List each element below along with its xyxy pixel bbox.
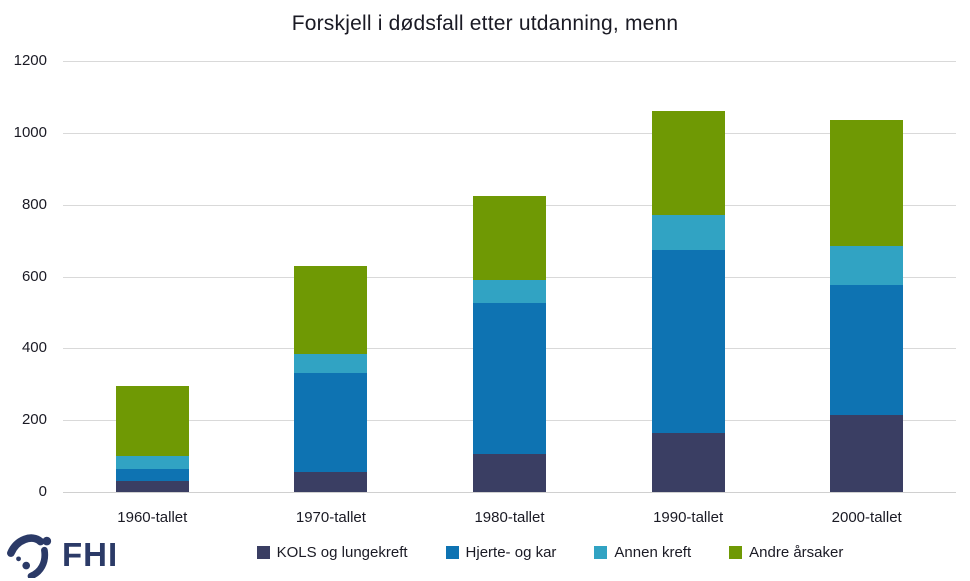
stacked-bar-1980-tallet (473, 195, 546, 492)
bar-segment (473, 454, 546, 492)
stacked-bar-1990-tallet (651, 111, 725, 492)
y-tick-label: 800 (21, 195, 47, 213)
bar-segment (294, 373, 368, 473)
x-tick-label: 2000-tallet (831, 509, 902, 526)
x-tick-label: 1970-tallet (295, 509, 366, 526)
bar-segment (473, 195, 546, 281)
gridline (63, 132, 956, 134)
plot-area (63, 61, 956, 493)
y-tick-label: 200 (21, 411, 47, 429)
bar-segment (651, 249, 725, 433)
bar-segment (651, 215, 725, 250)
y-tick-label: 400 (21, 339, 47, 357)
stacked-bar-2000-tallet (830, 120, 904, 492)
legend-marker-icon (256, 546, 270, 559)
bar-segment (294, 265, 368, 354)
bar-segment (651, 111, 725, 216)
x-tick-label: 1960-tallet (117, 509, 188, 526)
x-tick-label: 1980-tallet (474, 509, 545, 526)
bar-segment (115, 468, 189, 482)
x-axis-line (63, 492, 956, 493)
bar-segment (830, 120, 904, 246)
stacked-bar-1970-tallet (294, 265, 368, 492)
bar-segment (115, 386, 189, 457)
legend-item: Annen kreft (594, 544, 691, 561)
bar-segment (294, 472, 368, 492)
bar-segment (473, 303, 546, 455)
legend-item: Andre årsaker (729, 544, 843, 561)
legend-label: Annen kreft (614, 544, 692, 561)
chart-title: Forskjell i dødsfall etter utdanning, me… (291, 12, 679, 35)
y-tick-label: 1000 (13, 123, 47, 141)
legend-item: Hjerte- og kar (445, 544, 557, 561)
gridline (63, 61, 956, 62)
fhi-logo: FHI (6, 532, 118, 578)
bar-segment (651, 432, 725, 492)
bar-segment (115, 456, 189, 469)
bar-segment (830, 285, 904, 415)
y-tick-label: 0 (38, 483, 47, 500)
bar-segment (473, 280, 546, 304)
bar-segment (115, 481, 189, 492)
bar-segment (830, 245, 904, 286)
chart-legend: KOLS og lungekreft Hjerte- og kar Annen kr… (130, 544, 970, 561)
fhi-swoosh-icon (7, 534, 52, 578)
legend-marker-icon (445, 546, 459, 559)
bar-segment (294, 353, 368, 374)
bar-segment (830, 414, 904, 492)
legend-marker-icon (729, 546, 743, 559)
x-tick-label: 1990-tallet (653, 509, 724, 526)
legend-label: KOLS og lungekreft (276, 544, 408, 561)
stacked-bar-1960-tallet (115, 386, 189, 492)
y-tick-label: 600 (21, 267, 47, 285)
y-tick-label: 1200 (13, 52, 47, 69)
legend-label: Andre årsaker (749, 544, 844, 561)
legend-label: Hjerte- og kar (465, 544, 557, 561)
legend-item: KOLS og lungekreft (256, 544, 408, 561)
legend-marker-icon (594, 546, 608, 559)
fhi-logo-text: FHI (62, 536, 119, 573)
